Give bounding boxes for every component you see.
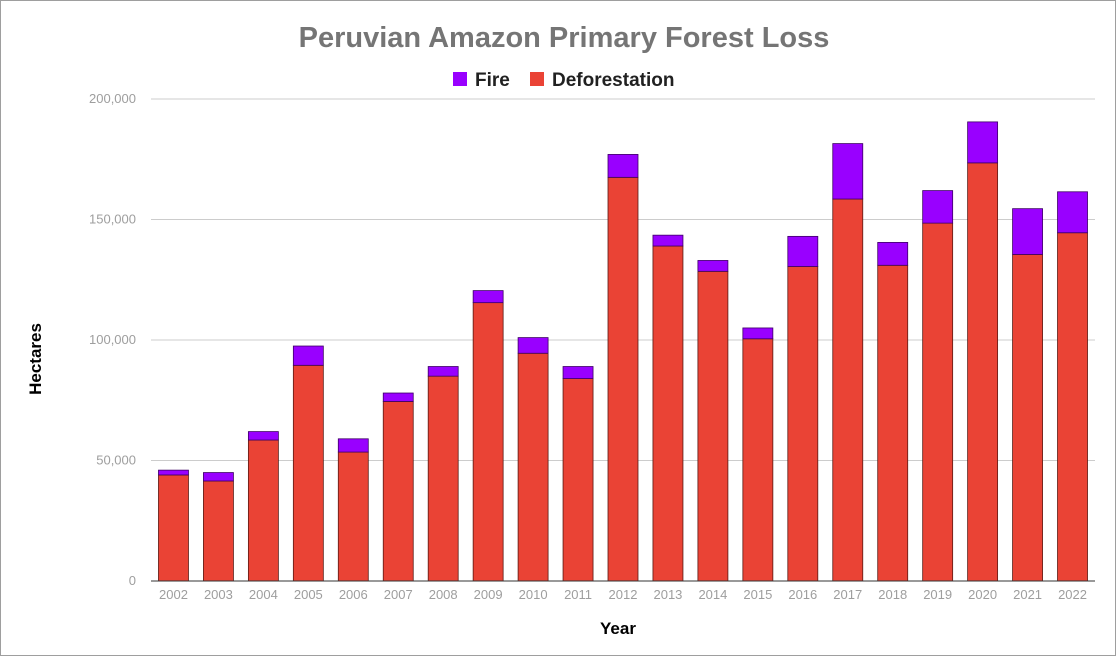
bar-fire-2015: [742, 327, 774, 340]
bars: [158, 121, 1088, 582]
chart-title: Peruvian Amazon Primary Forest Loss: [299, 22, 830, 54]
bar-fire-2019: [922, 190, 954, 224]
bar-deforestation-2015: [742, 338, 774, 582]
legend-label-deforestation: Deforestation: [552, 70, 674, 91]
bar-fire-2017: [832, 143, 864, 200]
y-tick-label: 0: [129, 573, 136, 588]
bar-deforestation-2008: [427, 375, 459, 582]
bar-fire-2022: [1057, 191, 1088, 234]
x-tick-label: 2003: [204, 587, 233, 602]
bar-deforestation-2017: [832, 198, 864, 582]
bar-deforestation-2014: [697, 270, 729, 582]
bar-deforestation-2013: [652, 245, 684, 582]
bar-deforestation-2019: [922, 222, 954, 582]
x-tick-label: 2012: [609, 587, 638, 602]
x-tick-label: 2019: [923, 587, 952, 602]
bar-fire-2004: [247, 431, 279, 441]
bar-deforestation-2022: [1057, 232, 1088, 582]
bar-deforestation-2004: [247, 439, 279, 582]
x-tick-label: 2016: [788, 587, 817, 602]
bar-fire-2021: [1012, 208, 1043, 255]
bar-deforestation-2011: [562, 378, 594, 582]
x-tick-label: 2015: [743, 587, 772, 602]
bar-deforestation-2005: [292, 364, 324, 582]
y-tick-label: 100,000: [89, 332, 136, 347]
x-tick-label: 2013: [653, 587, 682, 602]
x-tick-label: 2005: [294, 587, 323, 602]
bar-deforestation-2003: [203, 480, 234, 582]
legend-swatch-fire: [453, 72, 467, 86]
legend-label-fire: Fire: [475, 70, 510, 91]
y-axis-ticks: 0 50,000 100,000 150,000 200,000: [89, 91, 136, 588]
x-tick-label: 2020: [968, 587, 997, 602]
bar-deforestation-2020: [967, 162, 999, 582]
bar-fire-2007: [382, 392, 414, 402]
y-tick-label: 50,000: [96, 453, 136, 468]
bar-deforestation-2002: [158, 474, 189, 582]
x-tick-label: 2009: [474, 587, 503, 602]
x-tick-label: 2017: [833, 587, 862, 602]
x-tick-label: 2014: [698, 587, 727, 602]
bar-fire-2018: [877, 241, 909, 266]
y-tick-label: 200,000: [89, 91, 136, 106]
x-tick-label: 2018: [878, 587, 907, 602]
bar-fire-2002: [158, 469, 189, 476]
bar-fire-2020: [967, 121, 999, 164]
bar-fire-2012: [607, 154, 639, 178]
bar-fire-2016: [787, 235, 819, 267]
y-tick-label: 150,000: [89, 212, 136, 227]
x-tick-label: 2022: [1058, 587, 1087, 602]
legend-swatch-deforestation: [530, 72, 544, 86]
bar-fire-2006: [337, 438, 369, 453]
bar-deforestation-2012: [607, 176, 639, 582]
bar-fire-2014: [697, 260, 729, 272]
x-axis-label: Year: [600, 619, 636, 638]
bar-fire-2008: [427, 366, 459, 377]
x-tick-label: 2010: [519, 587, 548, 602]
bar-fire-2003: [203, 472, 234, 482]
x-axis-ticks: 2002 2003 2004 2005 2006 2007 2008 2009 2010 2011…: [159, 587, 1087, 602]
bar-deforestation-2010: [517, 352, 549, 582]
x-tick-label: 2008: [429, 587, 458, 602]
x-tick-label: 2021: [1013, 587, 1042, 602]
x-tick-label: 2002: [159, 587, 188, 602]
bar-fire-2013: [652, 234, 684, 247]
bar-deforestation-2009: [472, 302, 504, 582]
x-tick-label: 2007: [384, 587, 413, 602]
bar-deforestation-2006: [337, 451, 369, 582]
x-tick-label: 2004: [249, 587, 278, 602]
bar-deforestation-2018: [877, 264, 909, 582]
x-tick-label: 2011: [564, 587, 592, 602]
bar-deforestation-2021: [1012, 254, 1043, 582]
bar-fire-2011: [562, 366, 594, 379]
x-tick-label: 2006: [339, 587, 368, 602]
bar-fire-2010: [517, 337, 549, 354]
bar-fire-2009: [472, 290, 504, 304]
legend: Fire Deforestation: [453, 70, 674, 91]
bar-deforestation-2007: [382, 401, 414, 582]
y-axis-label: Hectares: [26, 323, 45, 395]
bar-fire-2005: [292, 345, 324, 366]
bar-deforestation-2016: [787, 266, 819, 582]
